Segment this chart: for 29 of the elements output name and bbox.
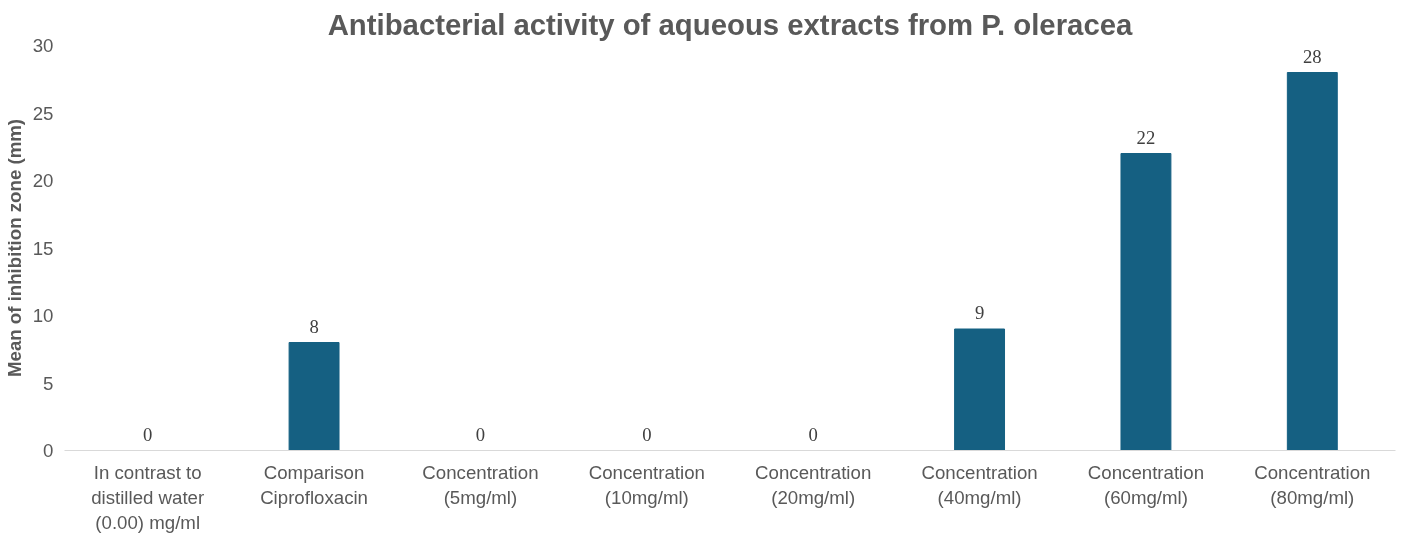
data-label: 9 <box>974 302 985 323</box>
x-tick-label: Concentration (20mg/ml) <box>755 461 872 508</box>
x-tick-label: Concentration (40mg/ml) <box>921 461 1038 508</box>
y-axis-title: Mean of inhibition zone (mm) <box>3 118 25 378</box>
x-tick-label: Concentration (10mg/ml) <box>588 461 705 508</box>
bar <box>1286 72 1338 451</box>
y-tick-label: 5 <box>43 372 54 394</box>
y-tick-label: 20 <box>32 170 54 191</box>
bar <box>1120 153 1172 451</box>
bar <box>954 328 1006 451</box>
bar <box>288 342 340 451</box>
data-label: 22 <box>1136 126 1156 148</box>
data-label: 28 <box>1302 45 1322 67</box>
x-tick-label: Concentration (5mg/ml) <box>422 461 539 508</box>
chart-title: Antibacterial activity of aqueous extracts from P. oleracea <box>327 7 1134 41</box>
y-tick-label: 25 <box>32 102 54 124</box>
y-tick-label: 30 <box>32 35 54 56</box>
x-tick-label: Comparison Ciprofloxacin <box>260 461 368 508</box>
x-tick-label: Concentration (60mg/ml) <box>1087 461 1205 508</box>
data-label: 0 <box>475 423 486 445</box>
y-tick-label: 10 <box>32 305 54 326</box>
y-tick-label: 0 <box>43 440 54 461</box>
y-tick-label: 15 <box>32 237 54 259</box>
x-tick-label: In contrast to distilled water (0.00) mg/ml <box>91 461 205 533</box>
data-label: 0 <box>642 423 652 445</box>
data-label: 0 <box>143 423 153 445</box>
data-label: 0 <box>808 423 818 445</box>
x-tick-label: Concentration (80mg/ml) <box>1254 461 1371 508</box>
data-label: 8 <box>309 315 319 337</box>
